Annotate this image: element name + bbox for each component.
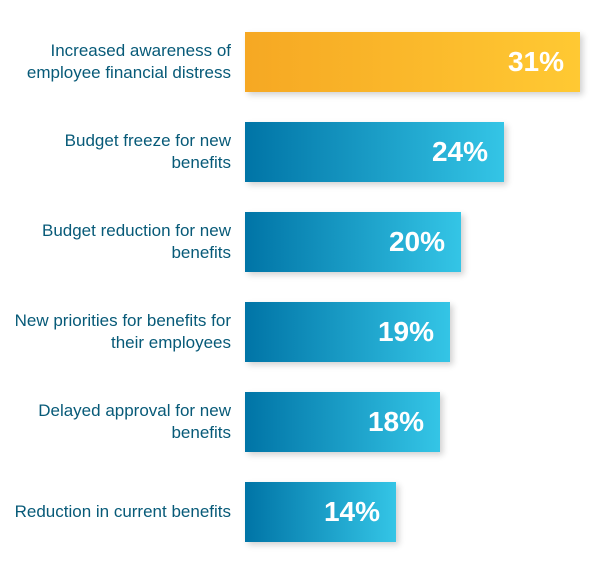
bar-label: Budget freeze for new benefits: [10, 130, 231, 173]
survey-bar-chart: Increased awareness of employee financia…: [10, 28, 580, 546]
bar-value: 31%: [508, 46, 564, 78]
bar-label-col: Budget reduction for new benefits: [10, 220, 245, 263]
bar: 24%: [245, 122, 504, 182]
bar-label-col: Increased awareness of employee financia…: [10, 40, 245, 83]
bar-col: 14%: [245, 482, 580, 542]
bar-label: New priorities for benefits for their em…: [10, 310, 231, 353]
bar: 14%: [245, 482, 396, 542]
bar-value: 24%: [432, 136, 488, 168]
bar-label: Delayed approval for new benefits: [10, 400, 231, 443]
bar-label-col: Delayed approval for new benefits: [10, 400, 245, 443]
bar-col: 31%: [245, 32, 580, 92]
bar-label: Budget reduction for new benefits: [10, 220, 231, 263]
bar-row: Delayed approval for new benefits 18%: [10, 388, 580, 456]
bar-row: Budget reduction for new benefits 20%: [10, 208, 580, 276]
bar-col: 24%: [245, 122, 580, 182]
bar-label-col: New priorities for benefits for their em…: [10, 310, 245, 353]
bar-value: 20%: [389, 226, 445, 258]
bar-value: 18%: [368, 406, 424, 438]
bar-value: 14%: [324, 496, 380, 528]
bar-row: Budget freeze for new benefits 24%: [10, 118, 580, 186]
bar: 19%: [245, 302, 450, 362]
bar-col: 19%: [245, 302, 580, 362]
bar-label-col: Reduction in current benefits: [10, 501, 245, 523]
bar-row: Reduction in current benefits 14%: [10, 478, 580, 546]
bar-label-col: Budget freeze for new benefits: [10, 130, 245, 173]
bar-label: Increased awareness of employee financia…: [10, 40, 231, 83]
bar-col: 20%: [245, 212, 580, 272]
bar-label: Reduction in current benefits: [15, 501, 231, 522]
bar: 18%: [245, 392, 440, 452]
bar: 31%: [245, 32, 580, 92]
bar-row: Increased awareness of employee financia…: [10, 28, 580, 96]
bar-col: 18%: [245, 392, 580, 452]
bar: 20%: [245, 212, 461, 272]
bar-value: 19%: [378, 316, 434, 348]
bar-row: New priorities for benefits for their em…: [10, 298, 580, 366]
